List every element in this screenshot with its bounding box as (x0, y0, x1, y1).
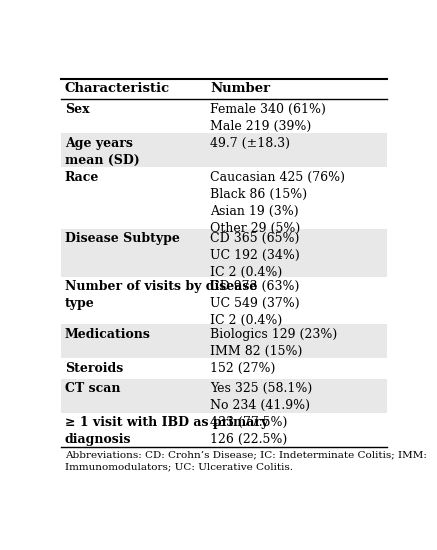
Text: ≥ 1 visit with IBD as primary
diagnosis: ≥ 1 visit with IBD as primary diagnosis (65, 416, 268, 447)
Text: CD 365 (65%)
UC 192 (34%)
IC 2 (0.4%): CD 365 (65%) UC 192 (34%) IC 2 (0.4%) (211, 232, 300, 279)
Bar (61, 133, 386, 167)
Bar (61, 229, 386, 277)
Text: Disease Subtype: Disease Subtype (65, 232, 180, 245)
Bar (61, 167, 386, 229)
Bar (61, 359, 386, 379)
Bar (61, 99, 386, 133)
Text: Steroids: Steroids (65, 362, 123, 375)
Bar (61, 413, 386, 447)
Text: Race: Race (65, 171, 99, 184)
Text: CT scan: CT scan (65, 382, 120, 395)
Text: Caucasian 425 (76%)
Black 86 (15%)
Asian 19 (3%)
Other 29 (5%): Caucasian 425 (76%) Black 86 (15%) Asian… (211, 171, 345, 235)
Text: Abbreviations: CD: Crohn’s Disease; IC: Indeterminate Colitis; IMM:
Immunomodula: Abbreviations: CD: Crohn’s Disease; IC: … (65, 450, 427, 471)
Bar (61, 379, 386, 413)
Text: 152 (27%): 152 (27%) (211, 362, 276, 375)
Text: CD 973 (63%)
UC 549 (37%)
IC 2 (0.4%): CD 973 (63%) UC 549 (37%) IC 2 (0.4%) (211, 280, 300, 327)
Text: Age years
mean (SD): Age years mean (SD) (65, 137, 139, 167)
Bar (61, 277, 386, 324)
Text: Sex: Sex (65, 103, 90, 115)
Text: Female 340 (61%)
Male 219 (39%): Female 340 (61%) Male 219 (39%) (211, 103, 326, 133)
Bar (61, 324, 386, 359)
Text: Biologics 129 (23%)
IMM 82 (15%): Biologics 129 (23%) IMM 82 (15%) (211, 328, 338, 358)
Text: 49.7 (±18.3): 49.7 (±18.3) (211, 137, 291, 150)
Text: Number: Number (211, 82, 271, 96)
Text: Characteristic: Characteristic (65, 82, 170, 96)
Text: Yes 325 (58.1%)
No 234 (41.9%): Yes 325 (58.1%) No 234 (41.9%) (211, 382, 312, 412)
Text: Number of visits by disease
type: Number of visits by disease type (65, 280, 257, 310)
Text: Medications: Medications (65, 328, 151, 341)
Bar (61, 79, 386, 99)
Text: 433 (77.5%)
126 (22.5%): 433 (77.5%) 126 (22.5%) (211, 416, 288, 447)
